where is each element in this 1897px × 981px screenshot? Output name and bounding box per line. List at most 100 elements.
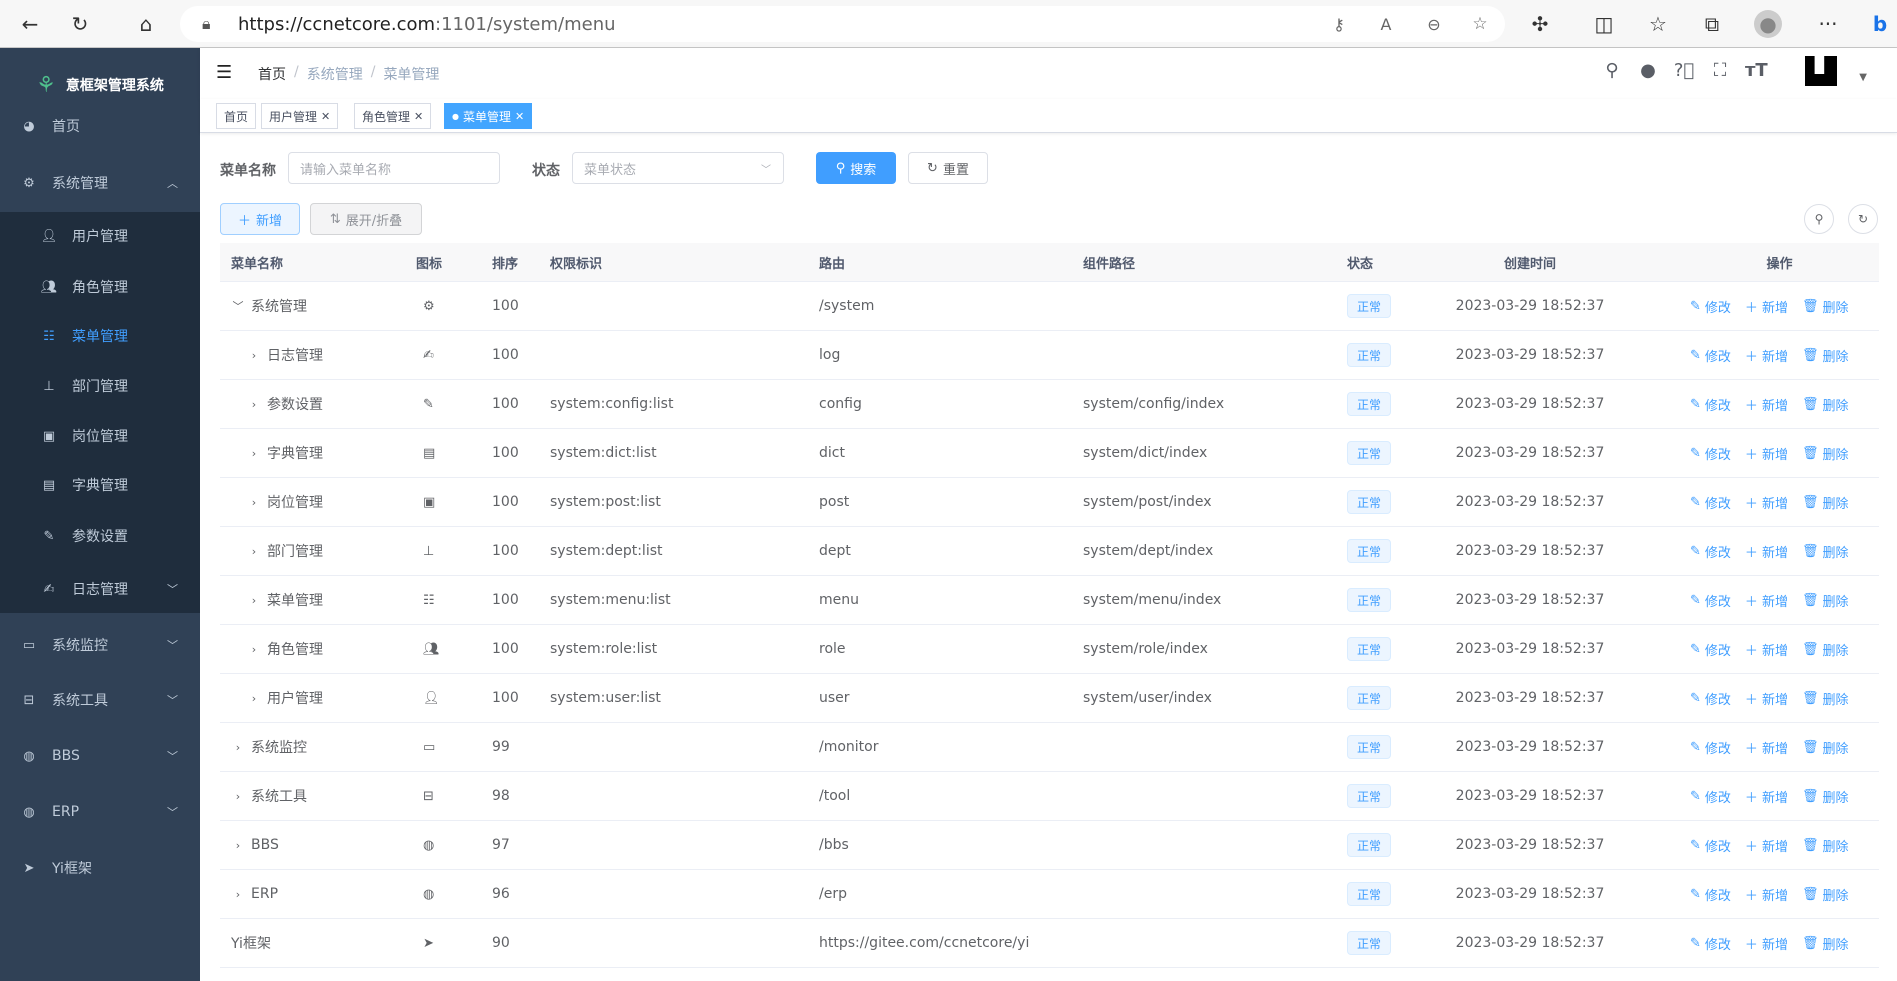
toggle-search-button[interactable]: ⚲ — [1804, 204, 1834, 234]
add-child-button[interactable]: ＋新增 — [1745, 934, 1788, 953]
add-child-button[interactable]: ＋新增 — [1745, 885, 1788, 904]
chevron-right-icon[interactable]: › — [251, 397, 257, 411]
sidebar-item[interactable]: ⚙ 系统管理 ︿ — [0, 158, 200, 208]
add-child-button[interactable]: ＋新增 — [1745, 738, 1788, 757]
chevron-down-icon[interactable]: ﹀ — [167, 694, 178, 707]
profile-icon[interactable]: ● — [1754, 10, 1782, 38]
reset-button[interactable]: ↻ 重置 — [908, 152, 988, 184]
sidebar-item[interactable]: 👤︎ 用户管理 — [0, 211, 200, 261]
delete-button[interactable]: 🗑︎ 删除 — [1802, 689, 1849, 708]
add-button[interactable]: ＋新增 — [220, 203, 300, 235]
tag-菜单管理[interactable]: ● 菜单管理 ✕ — [444, 103, 533, 129]
edit-button[interactable]: ✎ 修改 — [1690, 689, 1731, 708]
chevron-right-icon[interactable]: › — [235, 887, 241, 901]
edit-button[interactable]: ✎ 修改 — [1690, 934, 1731, 953]
split-screen-icon[interactable]: ◫ — [1594, 12, 1614, 36]
sidebar-item[interactable]: ☷ 菜单管理 — [0, 311, 200, 361]
font-size-icon[interactable]: тT — [1745, 60, 1768, 81]
delete-button[interactable]: 🗑︎ 删除 — [1802, 738, 1849, 757]
delete-button[interactable]: 🗑︎ 删除 — [1802, 836, 1849, 855]
chevron-right-icon[interactable]: › — [235, 838, 241, 852]
delete-button[interactable]: 🗑︎ 删除 — [1802, 493, 1849, 512]
key-icon[interactable]: ⚷ — [1333, 14, 1345, 34]
delete-button[interactable]: 🗑︎ 删除 — [1802, 444, 1849, 463]
sidebar-item[interactable]: ⊥ 部门管理 — [0, 361, 200, 411]
add-child-button[interactable]: ＋新增 — [1745, 542, 1788, 561]
add-child-button[interactable]: ＋新增 — [1745, 591, 1788, 610]
chevron-right-icon[interactable]: › — [251, 691, 257, 705]
edit-button[interactable]: ✎ 修改 — [1690, 640, 1731, 659]
tag-用户管理[interactable]: 用户管理 ✕ — [261, 103, 339, 129]
search-icon[interactable]: ⚲ — [1605, 60, 1619, 81]
add-child-button[interactable]: ＋新增 — [1745, 493, 1788, 512]
chevron-right-icon[interactable]: › — [251, 642, 257, 656]
edit-button[interactable]: ✎ 修改 — [1690, 542, 1731, 561]
extensions-icon[interactable]: ✣ — [1531, 12, 1549, 36]
chevron-up-icon[interactable]: ︿ — [167, 177, 178, 190]
edit-button[interactable]: ✎ 修改 — [1690, 885, 1731, 904]
bing-icon[interactable]: b — [1872, 12, 1888, 36]
read-aloud-icon[interactable]: A — [1380, 14, 1392, 34]
chevron-down-icon[interactable]: ﹀ — [167, 806, 178, 819]
add-child-button[interactable]: ＋新增 — [1745, 640, 1788, 659]
expand-collapse-button[interactable]: ⇅ 展开/折叠 — [310, 203, 422, 235]
delete-button[interactable]: 🗑︎ 删除 — [1802, 395, 1849, 414]
sidebar-item[interactable]: 👥︎ 角色管理 — [0, 262, 200, 312]
avatar[interactable] — [1805, 56, 1837, 86]
edit-button[interactable]: ✎ 修改 — [1690, 493, 1731, 512]
edit-button[interactable]: ✎ 修改 — [1690, 738, 1731, 757]
chevron-down-icon[interactable]: ﹀ — [167, 639, 178, 652]
sidebar-item[interactable]: ▣ 岗位管理 — [0, 411, 200, 461]
question-icon[interactable]: ?⃝ — [1673, 60, 1695, 81]
delete-button[interactable]: 🗑︎ 删除 — [1802, 640, 1849, 659]
chevron-down-icon[interactable]: ﹀ — [232, 300, 244, 313]
add-child-button[interactable]: ＋新增 — [1745, 395, 1788, 414]
chevron-right-icon[interactable]: › — [251, 495, 257, 509]
hamburger-icon[interactable]: ☰ — [216, 62, 233, 83]
chevron-right-icon[interactable]: › — [251, 593, 257, 607]
tag-首页[interactable]: 首页 — [216, 103, 257, 129]
close-icon[interactable]: ✕ — [414, 109, 424, 123]
delete-button[interactable]: 🗑︎ 删除 — [1802, 542, 1849, 561]
delete-button[interactable]: 🗑︎ 删除 — [1802, 787, 1849, 806]
delete-button[interactable]: 🗑︎ 删除 — [1802, 885, 1849, 904]
sidebar-item[interactable]: ➤ Yi框架 — [0, 843, 200, 893]
close-icon[interactable]: ✕ — [321, 109, 331, 123]
chevron-down-icon[interactable]: ﹀ — [167, 750, 178, 763]
chevron-right-icon[interactable]: › — [251, 348, 257, 362]
chevron-right-icon[interactable]: › — [235, 740, 241, 754]
sidebar-item[interactable]: ▭ 系统监控 ﹀ — [0, 620, 200, 670]
add-child-button[interactable]: ＋新增 — [1745, 836, 1788, 855]
refresh-icon[interactable]: ↻ — [71, 12, 89, 36]
chevron-right-icon[interactable]: › — [251, 446, 257, 460]
edit-button[interactable]: ✎ 修改 — [1690, 346, 1731, 365]
edit-button[interactable]: ✎ 修改 — [1690, 836, 1731, 855]
chevron-down-icon[interactable]: ﹀ — [167, 583, 178, 596]
add-child-button[interactable]: ＋新增 — [1745, 444, 1788, 463]
tag-角色管理[interactable]: 角色管理 ✕ — [354, 103, 432, 129]
collections-icon[interactable]: ⧉ — [1704, 12, 1720, 36]
edit-button[interactable]: ✎ 修改 — [1690, 297, 1731, 316]
search-button[interactable]: ⚲ 搜索 — [816, 152, 896, 184]
back-icon[interactable]: ← — [21, 12, 39, 36]
logo[interactable]: ⚘ 意框架管理系统 — [0, 60, 200, 110]
caret-down-icon[interactable]: ▼ — [1859, 72, 1867, 83]
sidebar-item[interactable]: ◍ BBS ﹀ — [0, 731, 200, 781]
status-select[interactable]: 菜单状态 ﹀ — [572, 152, 784, 184]
sidebar-item[interactable]: ▤ 字典管理 — [0, 460, 200, 510]
github-icon[interactable]: ● — [1640, 60, 1656, 81]
edit-button[interactable]: ✎ 修改 — [1690, 395, 1731, 414]
chevron-right-icon[interactable]: › — [251, 544, 257, 558]
sidebar-item[interactable]: ✍ 日志管理 ﹀ — [0, 564, 200, 614]
delete-button[interactable]: 🗑︎ 删除 — [1802, 934, 1849, 953]
add-child-button[interactable]: ＋新增 — [1745, 297, 1788, 316]
add-child-button[interactable]: ＋新增 — [1745, 689, 1788, 708]
sidebar-item[interactable]: ◕ 首页 — [0, 101, 200, 151]
edit-button[interactable]: ✎ 修改 — [1690, 444, 1731, 463]
zoom-out-icon[interactable]: ⊖ — [1427, 14, 1441, 34]
delete-button[interactable]: 🗑︎ 删除 — [1802, 346, 1849, 365]
edit-button[interactable]: ✎ 修改 — [1690, 591, 1731, 610]
menu-name-input[interactable]: 请输入菜单名称 — [288, 152, 500, 184]
breadcrumb-item[interactable]: 首页 — [258, 67, 286, 83]
sidebar-item[interactable]: ✎ 参数设置 — [0, 511, 200, 561]
